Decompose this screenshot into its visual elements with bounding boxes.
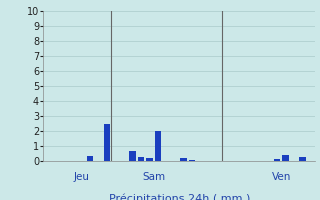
Bar — [155, 131, 161, 161]
Bar — [146, 158, 153, 161]
Bar — [282, 155, 289, 161]
Text: Sam: Sam — [142, 172, 165, 182]
Bar — [299, 156, 306, 161]
Bar — [274, 159, 280, 161]
Bar — [138, 157, 144, 161]
Text: Ven: Ven — [271, 172, 291, 182]
Bar — [188, 160, 195, 161]
Text: Jeu: Jeu — [74, 172, 90, 182]
Bar — [86, 156, 93, 161]
Bar — [129, 151, 136, 161]
Text: Précipitations 24h ( mm ): Précipitations 24h ( mm ) — [108, 194, 250, 200]
Bar — [180, 158, 187, 161]
Bar — [104, 123, 110, 161]
